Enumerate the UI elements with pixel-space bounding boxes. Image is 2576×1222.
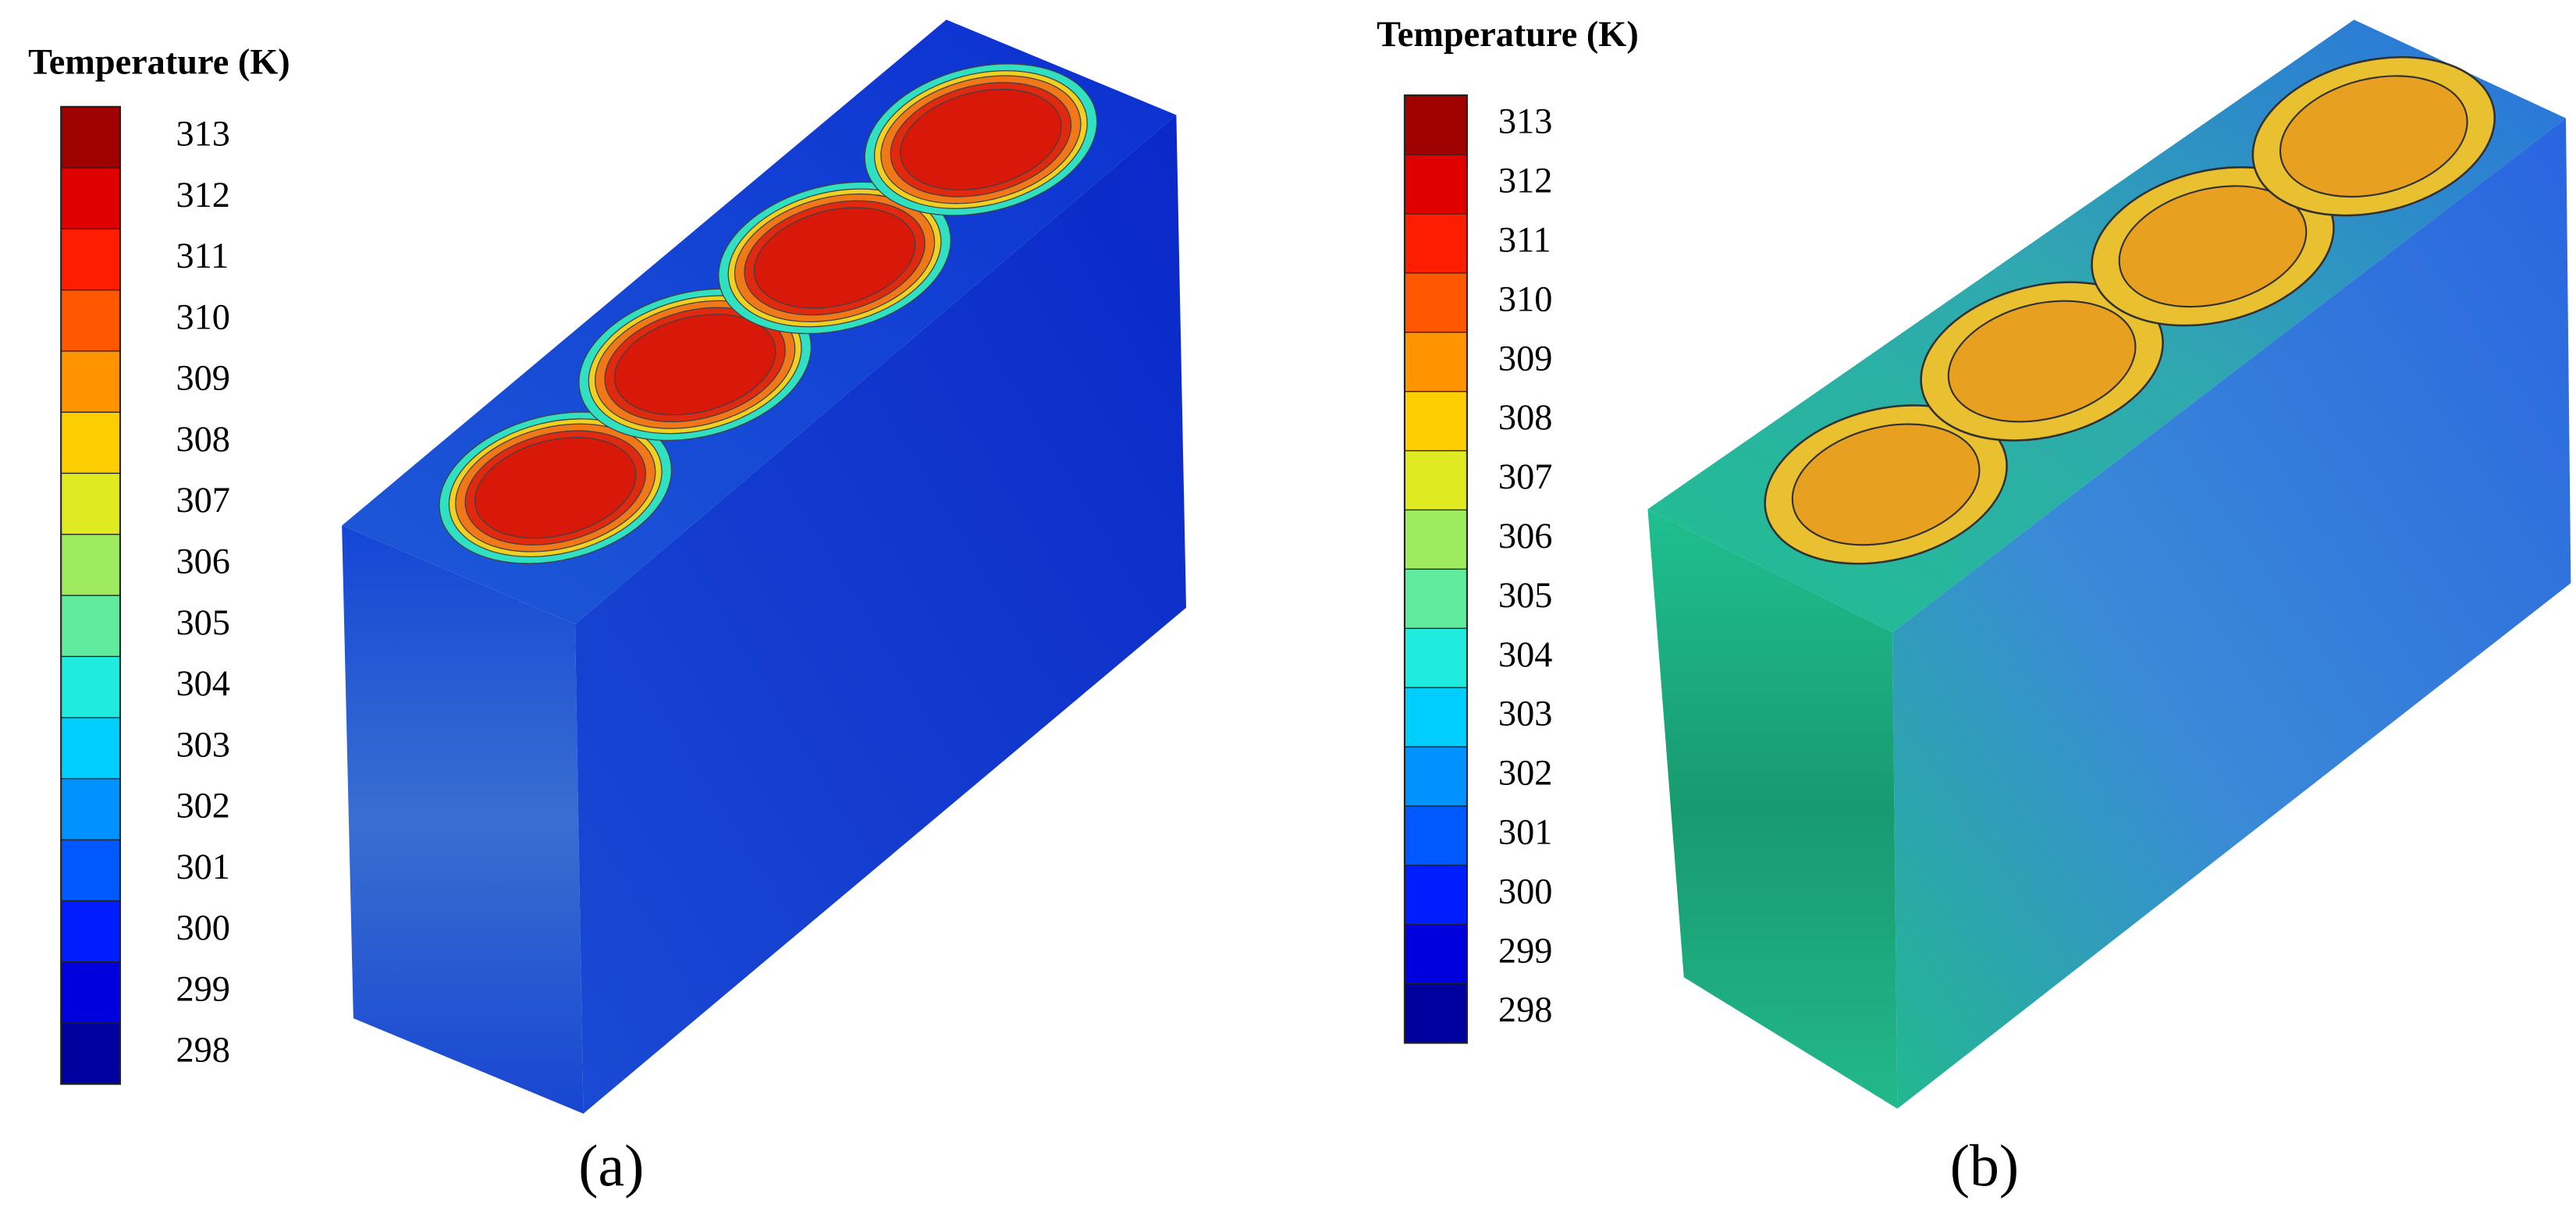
colorbar-tick-label: 298 xyxy=(176,1031,230,1071)
colorbar-band xyxy=(1404,449,1468,511)
colorbar-band xyxy=(1404,924,1468,985)
right-face xyxy=(1892,118,2571,1109)
cell xyxy=(2091,166,2335,327)
colorbar-band xyxy=(1404,213,1468,274)
panel-label: (a) xyxy=(578,1134,644,1199)
cell-ring xyxy=(474,437,637,539)
colorbar-band xyxy=(60,716,121,780)
colorbar-tick-label: 308 xyxy=(1498,398,1552,438)
cell-core xyxy=(2118,185,2308,308)
cell xyxy=(439,411,673,564)
colorbar-tick-label: 306 xyxy=(1498,517,1552,556)
cell xyxy=(718,181,951,335)
colorbar-tick-label: 312 xyxy=(1498,162,1552,201)
colorbar-band xyxy=(1404,94,1468,155)
colorbar-band xyxy=(60,1022,121,1085)
colorbar-band xyxy=(60,961,121,1024)
cell xyxy=(1764,404,2008,565)
cell-ring xyxy=(753,207,916,309)
colorbar-title: Temperature (K) xyxy=(1377,15,1639,55)
colorbar-band xyxy=(1404,687,1468,748)
colorbar-band xyxy=(1404,272,1468,333)
colorbar-band xyxy=(60,900,121,963)
cell xyxy=(2251,56,2496,217)
panel-a-model xyxy=(342,20,1186,1114)
colorbar-tick-label: 306 xyxy=(176,542,230,581)
colorbar-tick-label: 309 xyxy=(176,359,230,399)
colorbar-tick-label: 302 xyxy=(176,787,230,826)
cell-core xyxy=(1791,423,1981,546)
cell-core xyxy=(1947,300,2137,423)
cell-ring xyxy=(900,88,1062,191)
colorbar-tick-label: 299 xyxy=(176,969,230,1009)
colorbar-band xyxy=(1404,805,1468,866)
colorbar-band xyxy=(1404,390,1468,452)
colorbar-tick-label: 305 xyxy=(1498,576,1552,616)
colorbar-tick-label: 303 xyxy=(1498,694,1552,734)
colorbar-band xyxy=(60,411,121,474)
colorbar-tick-label: 302 xyxy=(1498,754,1552,794)
colorbar-band xyxy=(60,778,121,840)
colorbar-band xyxy=(1404,983,1468,1044)
colorbar-band xyxy=(60,167,121,229)
colorbar-tick-label: 310 xyxy=(1498,279,1552,319)
colorbar-tick-label: 312 xyxy=(176,176,230,215)
colorbar-tick-label: 313 xyxy=(1498,102,1552,142)
colorbar-band xyxy=(1404,746,1468,807)
colorbar-band xyxy=(1404,154,1468,215)
colorbar-tick-label: 301 xyxy=(1498,813,1552,853)
colorbar-band xyxy=(60,290,121,352)
colorbar-tick-label: 313 xyxy=(176,115,230,155)
colorbar-band xyxy=(60,228,121,291)
colorbar-band xyxy=(1404,568,1468,629)
colorbar-tick-label: 311 xyxy=(1498,220,1551,260)
colorbar-tick-label: 300 xyxy=(1498,872,1552,911)
colorbar-band xyxy=(60,839,121,902)
colorbar-band xyxy=(60,106,121,169)
colorbar-tick-label: 299 xyxy=(1498,931,1552,971)
colorbar-band xyxy=(60,350,121,413)
cell xyxy=(1920,281,2164,442)
front-face xyxy=(342,525,584,1114)
cell xyxy=(578,288,812,441)
colorbar-title: Temperature (K) xyxy=(28,43,290,83)
colorbar-tick-label: 310 xyxy=(176,297,230,337)
colorbar-tick-label: 305 xyxy=(176,603,230,643)
colorbar-tick-label: 309 xyxy=(1498,339,1552,378)
front-face xyxy=(1647,509,1898,1109)
colorbar-band xyxy=(60,534,121,596)
colorbar-band xyxy=(1404,509,1468,570)
colorbar-tick-label: 304 xyxy=(1498,635,1552,675)
colorbar-band xyxy=(1404,332,1468,393)
panel-label: (b) xyxy=(1950,1134,2019,1199)
colorbar-tick-label: 301 xyxy=(176,847,230,887)
colorbar-tick-label: 304 xyxy=(176,664,230,704)
colorbar-band xyxy=(1404,865,1468,925)
colorbar-tick-label: 311 xyxy=(176,236,229,276)
colorbar-tick-label: 298 xyxy=(1498,990,1552,1030)
cell-core xyxy=(2279,75,2468,198)
colorbar-frame xyxy=(1403,94,1468,1044)
colorbar-tick-label: 303 xyxy=(176,725,230,765)
right-face xyxy=(575,115,1186,1114)
colorbar-band xyxy=(1404,627,1468,688)
colorbar-tick-label: 300 xyxy=(176,908,230,948)
colorbar-frame xyxy=(60,105,122,1085)
colorbar-band xyxy=(60,655,121,719)
cell xyxy=(864,63,1098,216)
cell-ring xyxy=(613,314,776,416)
colorbar-band xyxy=(60,472,121,535)
colorbar-tick-label: 307 xyxy=(176,481,230,520)
colorbar-tick-label: 308 xyxy=(176,420,230,460)
colorbar-tick-label: 307 xyxy=(1498,457,1552,497)
colorbar-band xyxy=(60,595,121,657)
